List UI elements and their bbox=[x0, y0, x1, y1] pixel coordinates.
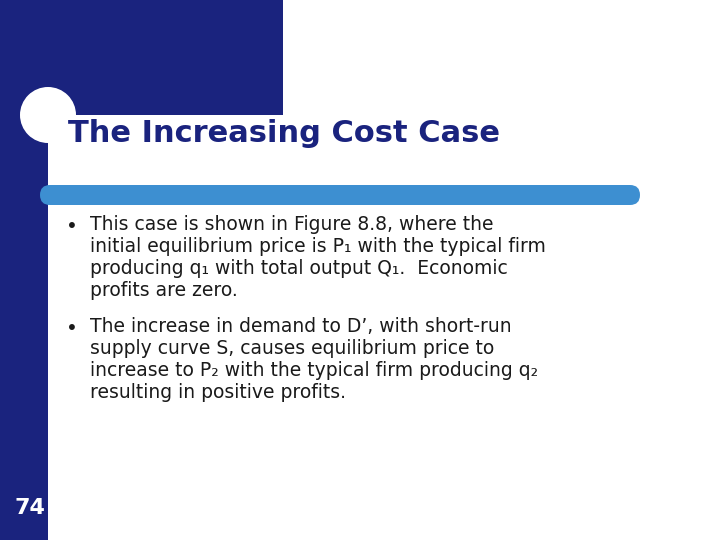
FancyBboxPatch shape bbox=[40, 185, 640, 205]
Text: resulting in positive profits.: resulting in positive profits. bbox=[90, 383, 346, 402]
Text: The Increasing Cost Case: The Increasing Cost Case bbox=[68, 119, 500, 148]
Circle shape bbox=[48, 59, 104, 115]
Text: The increase in demand to D’, with short-run: The increase in demand to D’, with short… bbox=[90, 317, 512, 336]
Text: profits are zero.: profits are zero. bbox=[90, 281, 238, 300]
Text: •: • bbox=[66, 319, 78, 338]
Text: •: • bbox=[66, 217, 78, 236]
Bar bbox=[48, 87, 76, 115]
Text: 74: 74 bbox=[14, 498, 45, 518]
Text: This case is shown in Figure 8.8, where the: This case is shown in Figure 8.8, where … bbox=[90, 215, 493, 234]
Text: increase to P₂ with the typical firm producing q₂: increase to P₂ with the typical firm pro… bbox=[90, 361, 538, 380]
Circle shape bbox=[20, 87, 76, 143]
Text: producing q₁ with total output Q₁.  Economic: producing q₁ with total output Q₁. Econo… bbox=[90, 259, 508, 278]
Bar bbox=[48, 0, 283, 115]
Bar bbox=[0, 0, 48, 540]
Text: initial equilibrium price is P₁ with the typical firm: initial equilibrium price is P₁ with the… bbox=[90, 237, 546, 256]
Text: supply curve S, causes equilibrium price to: supply curve S, causes equilibrium price… bbox=[90, 339, 494, 358]
